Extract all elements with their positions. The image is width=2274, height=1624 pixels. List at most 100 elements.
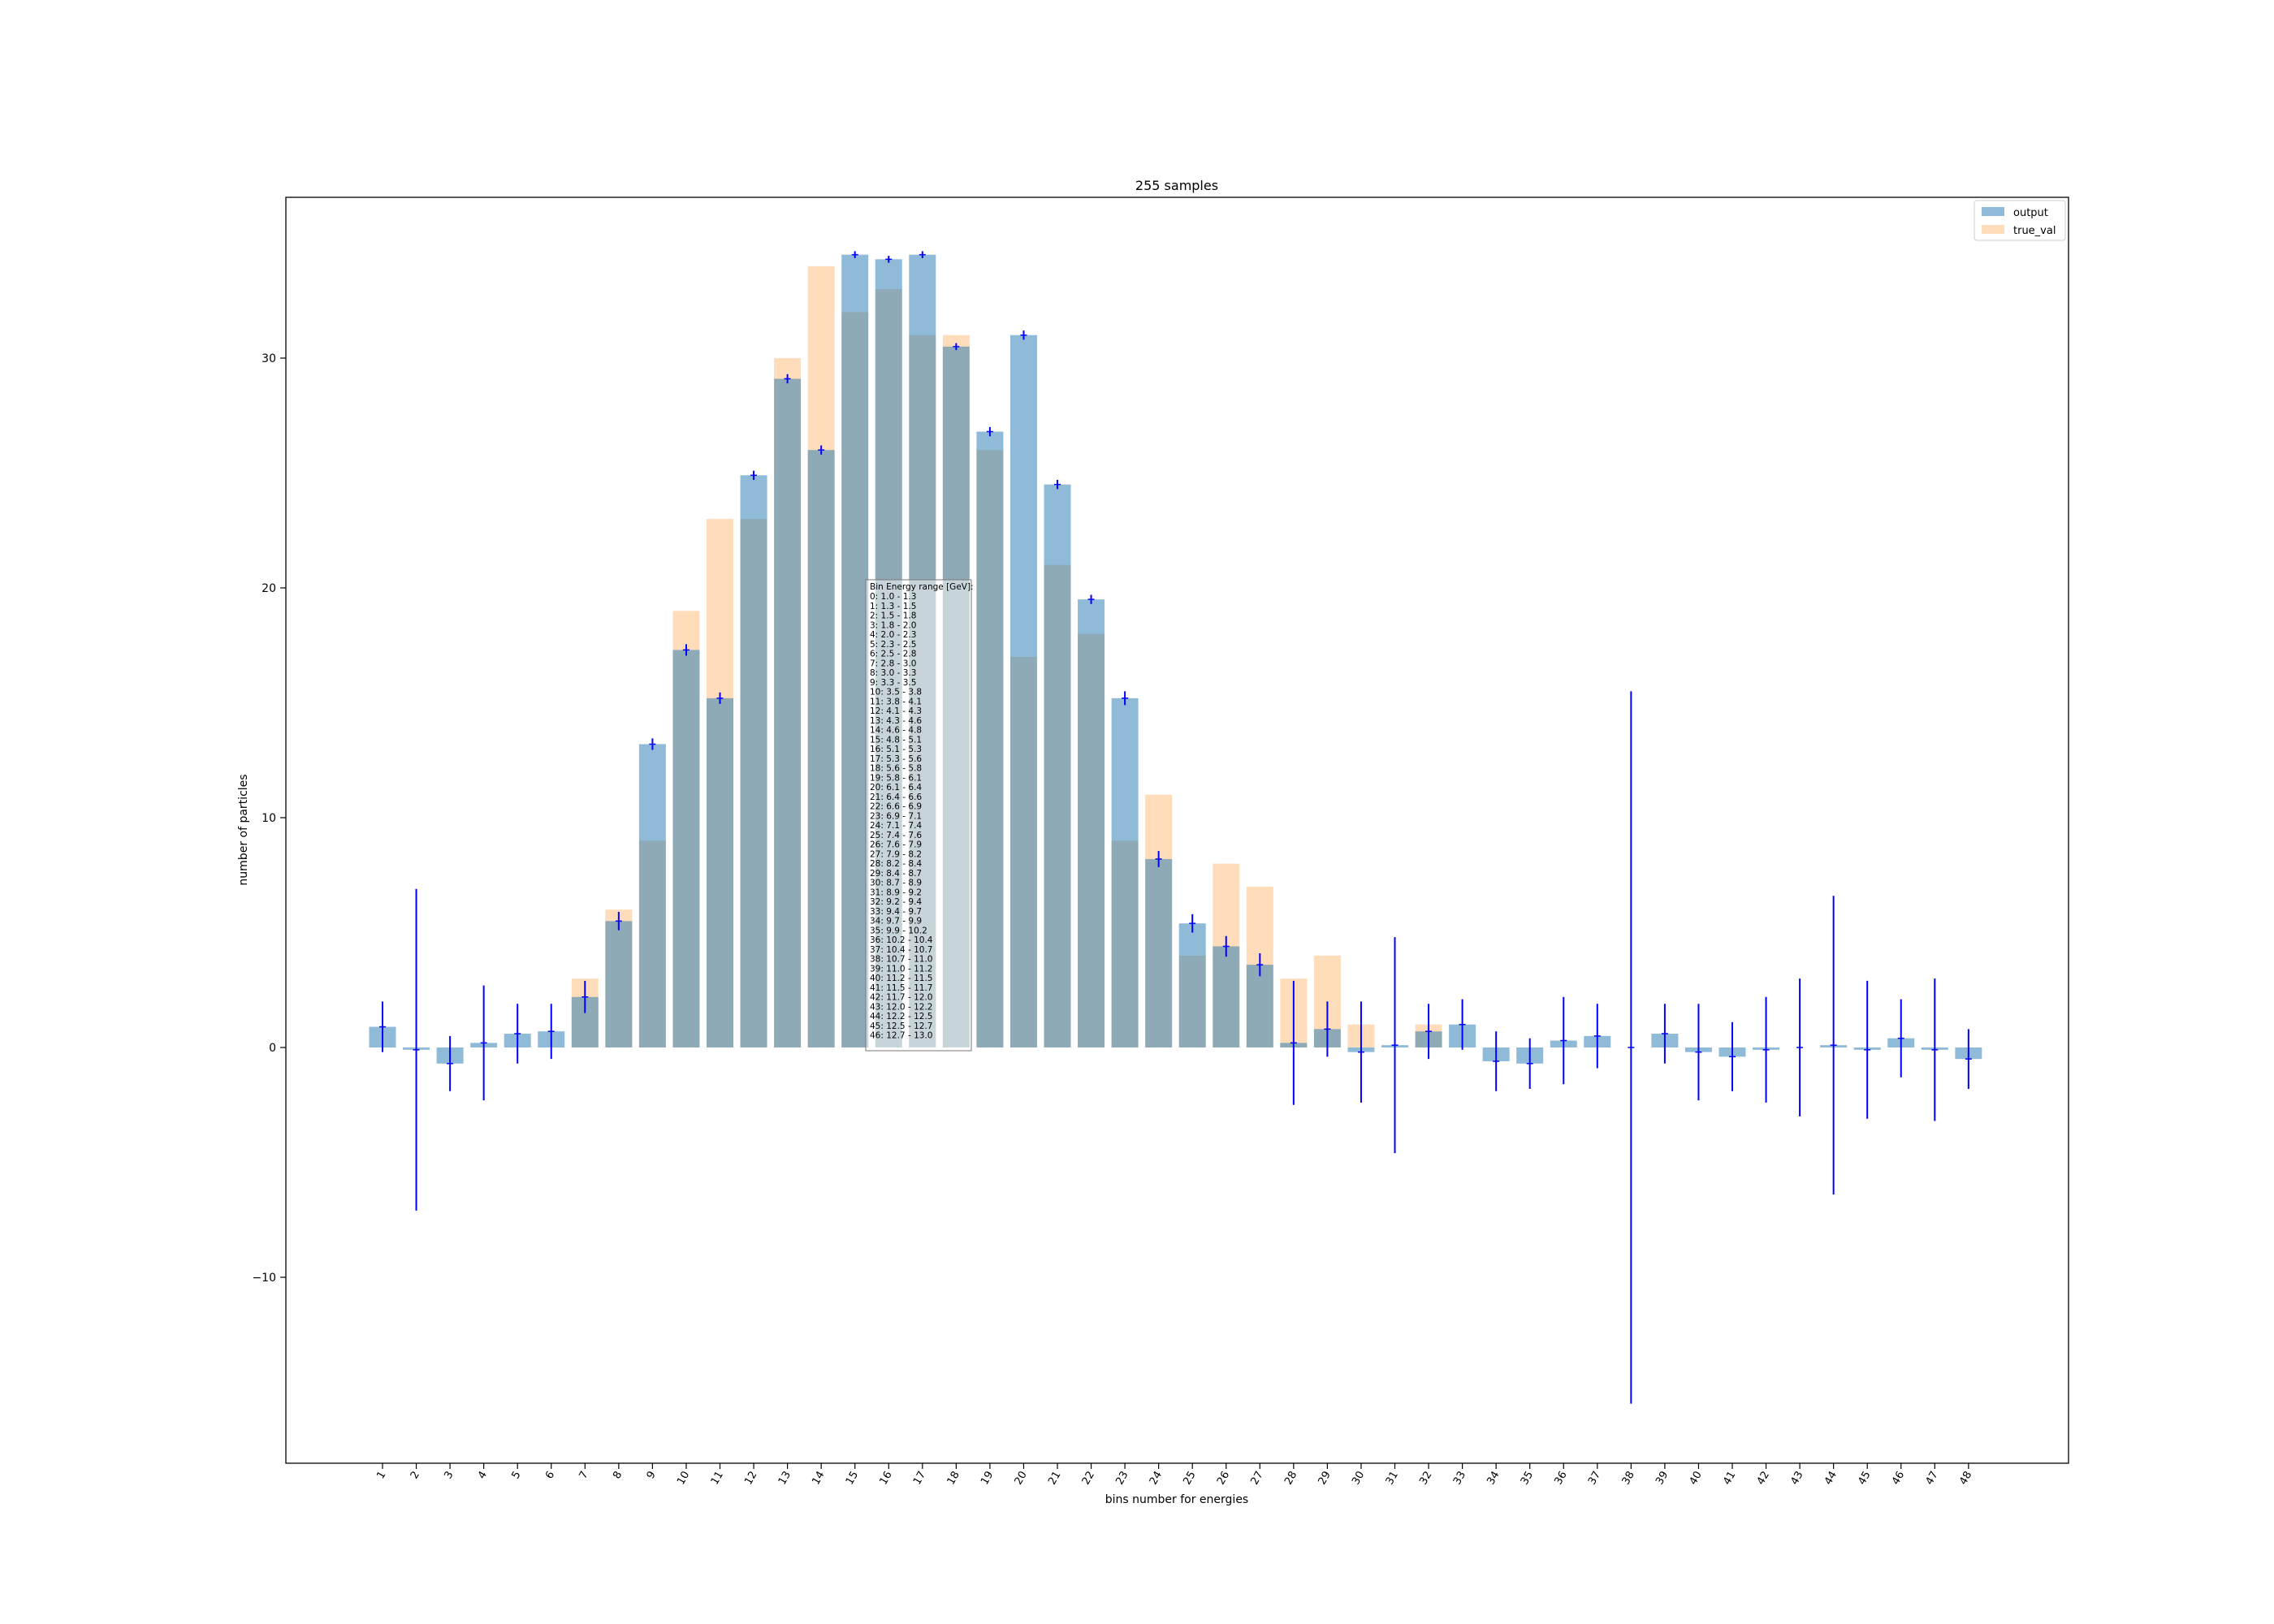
bin-energy-row: 40: 11.2 - 11.5	[870, 974, 932, 983]
bin-energy-row: 10: 3.5 - 3.8	[870, 688, 922, 698]
chart-title: 255 samples	[1135, 178, 1218, 193]
bin-energy-row: 26: 7.6 - 7.9	[870, 840, 922, 850]
bin-energy-row: 30: 8.7 - 8.9	[870, 879, 922, 888]
legend-label-true-val: true_val	[2013, 225, 2056, 237]
x-tick-label: 14	[810, 1470, 827, 1488]
output-bar	[1145, 858, 1173, 1047]
output-bar	[1246, 965, 1273, 1047]
bin-energy-row: 28: 8.2 - 8.4	[870, 859, 922, 869]
x-tick-label: 20	[1013, 1470, 1030, 1488]
bin-energy-row: 41: 11.5 - 11.7	[870, 983, 932, 993]
bin-energy-row: 17: 5.3 - 5.6	[870, 754, 922, 764]
x-tick-label: 18	[945, 1470, 962, 1488]
x-tick-label: 25	[1181, 1470, 1198, 1488]
x-tick-label: 7	[577, 1470, 591, 1482]
bin-energy-row: 1: 1.3 - 1.5	[870, 602, 916, 611]
legend-swatch-true-val	[1982, 225, 2004, 234]
output-bar	[672, 650, 700, 1047]
bin-energy-row: 44: 12.2 - 12.5	[870, 1012, 932, 1021]
x-tick-label: 11	[709, 1470, 726, 1488]
output-bar	[774, 378, 802, 1048]
x-tick-label: 31	[1384, 1470, 1401, 1488]
bin-energy-row: 31: 8.9 - 9.2	[870, 888, 922, 897]
bin-energy-table-rows: 0: 1.0 - 1.31: 1.3 - 1.52: 1.5 - 1.83: 1…	[870, 592, 933, 1041]
y-axis-label: number of particles	[237, 774, 250, 885]
x-tick-label: 35	[1519, 1470, 1536, 1488]
bin-energy-row: 9: 3.3 - 3.5	[870, 678, 916, 688]
x-tick-label: 29	[1316, 1470, 1334, 1488]
x-axis: 1 2 3 4 5 6 7 8 9 10 11 12 13 14 15 16 17 18 19 20 21 22 23 24 2…	[374, 1463, 1974, 1487]
bin-energy-row: 25: 7.4 - 7.6	[870, 831, 922, 840]
bin-energy-row: 12: 4.1 - 4.3	[870, 706, 922, 716]
bin-energy-row: 38: 10.7 - 11.0	[870, 955, 932, 965]
y-axis: −10 0 10 20 30	[252, 352, 286, 1285]
bin-energy-row: 36: 10.2 - 10.4	[870, 935, 933, 945]
x-tick-label: 47	[1924, 1470, 1941, 1488]
x-tick-label: 21	[1046, 1470, 1063, 1488]
bin-energy-table-box	[865, 579, 972, 1052]
bin-energy-row: 35: 9.9 - 10.2	[870, 926, 927, 935]
bin-energy-row: 6: 2.5 - 2.8	[870, 650, 916, 659]
bin-energy-row: 46: 12.7 - 13.0	[870, 1031, 932, 1041]
bin-energy-row: 14: 4.6 - 4.8	[870, 726, 922, 736]
bin-energy-row: 8: 3.0 - 3.3	[870, 668, 916, 678]
x-tick-label: 34	[1485, 1470, 1502, 1488]
x-tick-label: 2	[409, 1470, 422, 1482]
bin-energy-row: 34: 9.7 - 9.9	[870, 917, 922, 926]
bin-energy-row: 13: 4.3 - 4.6	[870, 716, 922, 726]
x-tick-label: 8	[611, 1470, 625, 1482]
x-tick-label: 38	[1620, 1470, 1637, 1488]
output-bars	[369, 254, 1982, 1064]
x-tick-label: 1	[374, 1470, 388, 1482]
x-tick-label: 40	[1688, 1470, 1705, 1488]
x-tick-label: 24	[1148, 1470, 1165, 1488]
x-tick-label: 9	[645, 1470, 659, 1482]
x-tick-label: 15	[844, 1470, 861, 1488]
bin-energy-row: 39: 11.0 - 11.2	[870, 964, 932, 974]
y-tick-label: 10	[262, 812, 276, 825]
y-tick-label: −10	[252, 1272, 276, 1285]
bin-energy-row: 0: 1.0 - 1.3	[870, 592, 916, 602]
bin-energy-row: 42: 11.7 - 12.0	[870, 993, 932, 1003]
x-tick-label: 46	[1890, 1470, 1907, 1488]
output-bar	[605, 921, 633, 1047]
bin-energy-row: 2: 1.5 - 1.8	[870, 611, 916, 621]
x-tick-label: 48	[1957, 1470, 1974, 1488]
error-bars	[379, 251, 1972, 1404]
x-tick-label: 45	[1856, 1470, 1873, 1488]
x-tick-label: 36	[1552, 1470, 1569, 1488]
bin-energy-row: 37: 10.4 - 10.7	[870, 945, 932, 955]
x-tick-label: 10	[675, 1470, 692, 1488]
x-tick-label: 4	[476, 1470, 490, 1482]
x-tick-label: 37	[1586, 1470, 1603, 1488]
output-bar	[638, 744, 666, 1047]
output-bar	[976, 431, 1004, 1047]
output-bar	[807, 450, 835, 1047]
bin-energy-table-title: Bin Energy range [GeV]:	[870, 582, 974, 592]
output-bar	[1213, 946, 1240, 1047]
x-tick-label: 43	[1788, 1470, 1805, 1488]
x-tick-label: 27	[1249, 1470, 1266, 1488]
bin-energy-row: 3: 1.8 - 2.0	[870, 620, 916, 630]
x-tick-label: 6	[543, 1470, 557, 1482]
output-bar	[1111, 698, 1139, 1047]
x-tick-label: 39	[1654, 1470, 1671, 1488]
bin-energy-row: 23: 6.9 - 7.1	[870, 811, 922, 821]
bin-energy-row: 45: 12.5 - 12.7	[870, 1021, 932, 1031]
legend: output true_val	[1974, 200, 2066, 241]
legend-label-output: output	[2013, 207, 2048, 219]
x-tick-label: 5	[510, 1470, 524, 1482]
x-axis-label: bins number for energies	[1105, 1493, 1248, 1506]
bin-energy-row: 19: 5.8 - 6.1	[870, 773, 922, 783]
bin-energy-row: 5: 2.3 - 2.5	[870, 640, 916, 650]
output-bar	[1009, 335, 1037, 1047]
output-bar	[740, 475, 767, 1047]
x-tick-label: 41	[1721, 1470, 1738, 1488]
x-tick-label: 3	[442, 1470, 456, 1482]
x-tick-label: 16	[877, 1470, 894, 1488]
x-tick-label: 22	[1080, 1470, 1097, 1488]
bin-energy-row: 7: 2.8 - 3.0	[870, 659, 916, 668]
x-tick-label: 13	[776, 1470, 793, 1488]
x-tick-label: 42	[1755, 1470, 1772, 1488]
